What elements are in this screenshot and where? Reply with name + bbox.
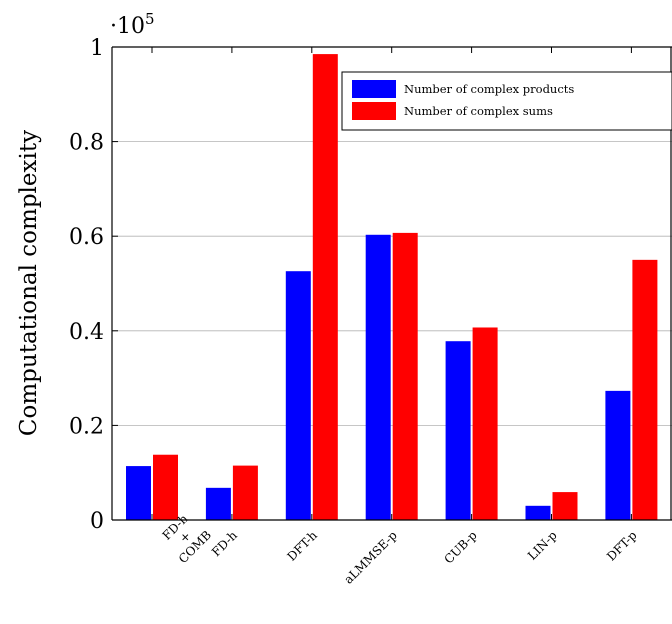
- legend-swatch-0: [352, 80, 396, 98]
- legend-swatch-1: [352, 102, 396, 120]
- bar-products-1: [205, 487, 231, 520]
- legend: Number of complex products Number of comp…: [341, 71, 672, 131]
- bar-sums-0: [153, 454, 178, 520]
- x-tick-label-6: DFT-p: [604, 528, 640, 564]
- y-scale-base: ·10: [110, 14, 145, 39]
- bar-sums-4: [472, 327, 498, 520]
- y-tick-label-3: 0.6: [69, 225, 104, 250]
- bar-sums-3: [392, 232, 418, 520]
- x-tick-label-5: LIN-p: [525, 528, 560, 563]
- y-tick-label-0: 0: [90, 509, 104, 534]
- x-tick-label-1: FD-h: [209, 528, 240, 559]
- x-tick-label-line: DFT-h: [284, 528, 320, 564]
- bar-products-5: [525, 505, 551, 520]
- y-tick-label-2: 0.4: [69, 320, 104, 345]
- y-tick-labels: 0 0.2 0.4 0.6 0.8 1: [69, 36, 104, 534]
- bar-products-3: [365, 234, 391, 520]
- bar-products-4: [445, 341, 471, 520]
- x-tick-label-line: DFT-p: [604, 528, 640, 564]
- y-scale-exponent: 5: [145, 10, 155, 28]
- x-tick-label-line: LIN-p: [525, 528, 560, 563]
- y-tick-label-1: 0.2: [69, 414, 104, 439]
- legend-box: [341, 71, 672, 131]
- y-axis-label: Computational complexity: [16, 130, 42, 436]
- bar-sums-2: [312, 54, 338, 520]
- bar-sums-1: [232, 465, 258, 520]
- bar-products-6: [605, 390, 631, 520]
- legend-label-0: Number of complex products: [404, 82, 574, 96]
- legend-label-1: Number of complex sums: [404, 104, 553, 118]
- y-tick-label-4: 0.8: [69, 131, 104, 156]
- x-tick-label-3: aLMMSE-p: [341, 528, 400, 587]
- x-tick-label-line: aLMMSE-p: [341, 528, 400, 587]
- bars: [126, 54, 658, 520]
- bar-sums-5: [552, 492, 578, 520]
- bar-products-2: [285, 271, 311, 520]
- bar-sums-6: [632, 259, 658, 520]
- y-scale-label: ·105: [110, 10, 155, 39]
- x-tick-label-4: CUB-p: [441, 528, 479, 566]
- x-tick-label-line: FD-h: [209, 528, 240, 559]
- bar-products-0: [126, 466, 151, 520]
- x-tick-label-line: CUB-p: [441, 528, 479, 566]
- x-tick-label-2: DFT-h: [284, 528, 320, 564]
- y-tick-label-5: 1: [90, 36, 104, 61]
